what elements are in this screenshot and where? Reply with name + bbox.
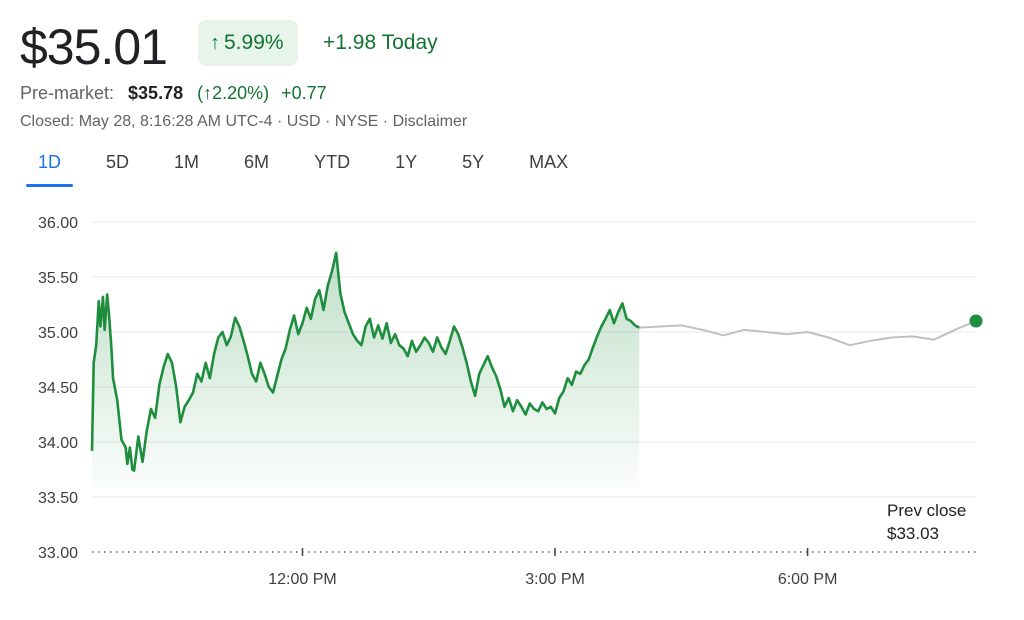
range-tab-1d[interactable]: 1D [26, 152, 74, 187]
y-tick-label: 33.50 [38, 490, 78, 507]
last-price-dot [969, 314, 983, 328]
x-tick-label: 3:00 PM [525, 571, 585, 588]
x-axis-labels: 12:00 PM 3:00 PM 6:00 PM [268, 548, 837, 588]
range-tab-ytd[interactable]: YTD [314, 152, 351, 172]
prev-close-value: $33.03 [887, 524, 939, 543]
y-axis-labels: 36.00 35.50 35.00 34.50 34.00 33.50 33.00 [38, 215, 78, 562]
arrow-up-icon: ↑ [210, 31, 220, 54]
premarket-price: $35.78 [128, 83, 184, 103]
market-status-line: Closed: May 28, 8:16:28 AM UTC-4 · USD ·… [20, 113, 468, 130]
prev-close-marker: Prev close $33.03 [887, 501, 966, 543]
range-tab-max[interactable]: MAX [529, 152, 569, 172]
y-tick-label: 36.00 [38, 215, 78, 232]
after-hours-line [639, 320, 977, 347]
premarket-percent: (↑2.20%) [197, 83, 270, 103]
y-tick-label: 34.50 [38, 380, 78, 397]
range-tab-1m[interactable]: 1M [174, 152, 200, 172]
premarket-change: +0.77 [281, 83, 327, 103]
premarket-row: Pre-market: $35.78 (↑2.20%) +0.77 [20, 83, 327, 104]
x-tick-label: 6:00 PM [778, 571, 838, 588]
current-price: $35.01 [20, 19, 168, 75]
x-tick-label: 12:00 PM [268, 571, 336, 588]
y-tick-label: 35.00 [38, 325, 78, 342]
range-tab-6m[interactable]: 6M [244, 152, 270, 172]
range-tabs: 1D 5D 1M 6M YTD 1Y 5Y MAX [26, 152, 601, 187]
range-tab-5d[interactable]: 5D [106, 152, 130, 172]
y-tick-label: 35.50 [38, 270, 78, 287]
y-tick-label: 33.00 [38, 545, 78, 562]
regular-session-line [90, 251, 640, 472]
premarket-label: Pre-market: [20, 83, 115, 103]
percent-change-badge: ↑ 5.99% [198, 20, 298, 66]
y-tick-label: 34.00 [38, 435, 78, 452]
percent-change-value: 5.99% [224, 31, 284, 54]
range-tab-5y[interactable]: 5Y [462, 152, 485, 172]
range-tab-1y[interactable]: 1Y [395, 152, 418, 172]
regular-session-area [92, 252, 640, 488]
change-today: +1.98 Today [323, 31, 438, 54]
price-chart[interactable]: 36.00 35.50 35.00 34.50 34.00 33.50 33.00 12:0… [0, 200, 1024, 600]
prev-close-label: Prev close [887, 501, 966, 520]
